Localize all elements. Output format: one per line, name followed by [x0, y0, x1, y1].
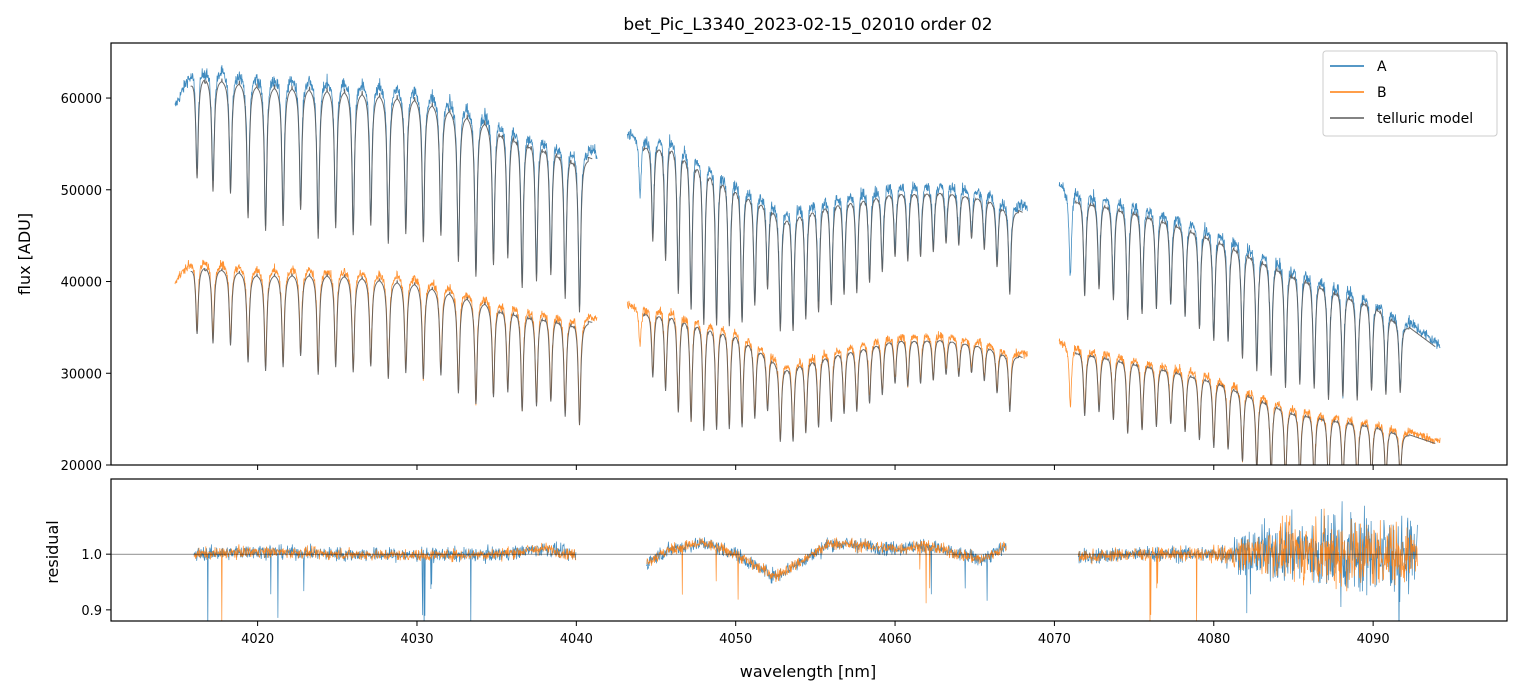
residual-x-ticks: 4020 4030 4040 4050 4060 4070 4080 4090: [241, 621, 1390, 647]
legend: A B telluric model: [1322, 50, 1498, 137]
x-tick-label: 4020: [241, 632, 274, 647]
flux-y-tick-label: 30000: [61, 367, 102, 382]
flux-y-axis-label: flux [ADU]: [15, 213, 34, 295]
residual-y-axis-label: residual: [43, 520, 62, 583]
legend-frame: [1322, 50, 1498, 137]
x-tick-label: 4040: [560, 632, 593, 647]
residual-panel: 0.91.0 4020 4030 4040 4050 4060 4070 4080 4090 …: [43, 478, 1508, 681]
telluric-model-line-b-seg-1: [642, 312, 1023, 442]
x-tick-label: 4030: [400, 632, 433, 647]
chart-title: bet_Pic_L3340_2023-02-15_02010 order 02: [623, 15, 992, 35]
telluric-model-line-b-seg-0: [190, 267, 593, 426]
residual-line-b-seg-1: [646, 537, 1007, 604]
flux-panel: 20000 30000 40000 50000 60000 flux [ADU] A B…: [15, 42, 1508, 474]
telluric-model-line-b-seg-2: [1074, 351, 1436, 465]
residual-y-ticks: 0.9 1.0: [81, 548, 111, 619]
flux-x-ticks: [257, 465, 1374, 470]
telluric-model-line-a-seg-1: [642, 147, 1023, 332]
residual-line-b-seg-0: [193, 542, 577, 621]
legend-label-b: B: [1377, 85, 1387, 101]
x-tick-label: 4070: [1038, 632, 1071, 647]
x-axis-label: wavelength [nm]: [740, 662, 877, 681]
residual-axes-frame: [110, 478, 1508, 622]
flux-y-tick-label: 60000: [61, 92, 102, 107]
flux-line-a-seg-2: [1058, 182, 1441, 399]
x-tick-label: 4080: [1197, 632, 1230, 647]
residual-y-tick-label: 0.9: [81, 604, 102, 619]
x-tick-label: 4090: [1357, 632, 1390, 647]
telluric-model-line-a-seg-2: [1074, 199, 1436, 401]
series-telluric-model: [190, 78, 1436, 465]
residual-series-b: [193, 508, 1418, 621]
x-tick-label: 4050: [719, 632, 752, 647]
flux-y-tick-label: 20000: [61, 459, 102, 474]
telluric-model-line-a-seg-0: [190, 78, 593, 313]
residual-line-b-seg-2: [1077, 508, 1418, 621]
legend-label-a: A: [1377, 59, 1387, 75]
flux-line-b-seg-2: [1058, 338, 1441, 465]
residual-series-group: [111, 501, 1507, 621]
x-tick-label: 4060: [879, 632, 912, 647]
legend-label-telluric: telluric model: [1377, 111, 1473, 127]
flux-y-ticks: 20000 30000 40000 50000 60000: [61, 92, 111, 474]
flux-series-group: [174, 65, 1441, 465]
flux-axes-frame: [110, 42, 1508, 466]
flux-y-tick-label: 50000: [61, 184, 102, 199]
flux-y-tick-label: 40000: [61, 276, 102, 291]
residual-y-tick-label: 1.0: [81, 548, 102, 563]
